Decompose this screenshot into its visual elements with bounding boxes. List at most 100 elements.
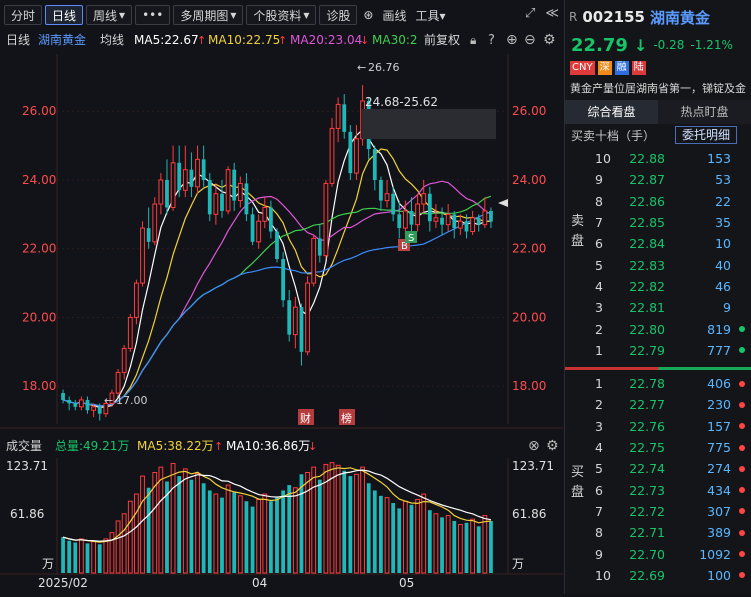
- weekly-label: 周线: [93, 8, 118, 23]
- subtab-order-detail[interactable]: 委托明细: [675, 126, 738, 144]
- book-row[interactable]: 2 22.77 230: [565, 394, 751, 415]
- chevron-down-icon: ▾: [119, 8, 126, 22]
- candle-up: [121, 347, 127, 373]
- chevron-down-icon: ▾: [439, 8, 446, 23]
- weekly-button[interactable]: 周线 ▾: [86, 5, 133, 25]
- book-row[interactable]: 9 22.87 53: [565, 169, 751, 190]
- expand-icon[interactable]: ⤢: [524, 6, 536, 21]
- book-row[interactable]: 8 22.86 22: [565, 191, 751, 212]
- shenzhen-badge: 深: [597, 61, 612, 75]
- volume-bar-down: [244, 501, 249, 573]
- volume-bar-up: [421, 493, 427, 574]
- sell-signal-label: S: [408, 233, 414, 244]
- y-tick-label-right: 26.00: [512, 104, 546, 118]
- toolbar-right-icons: ⤢ ≪: [525, 6, 559, 21]
- book-row[interactable]: 10 22.88 153: [565, 148, 751, 169]
- volume-bar-down: [476, 526, 481, 573]
- help-icon[interactable]: ?: [488, 33, 495, 48]
- book-row[interactable]: 3 22.81 9: [565, 297, 751, 318]
- volume-bar-up: [445, 515, 451, 574]
- candles: [61, 85, 493, 421]
- intraday-button[interactable]: 分时: [4, 5, 43, 25]
- adjust-mode-label[interactable]: 前复权: [424, 32, 460, 47]
- volume-bar-down: [177, 476, 182, 573]
- remove-icon[interactable]: ⊖: [524, 32, 536, 48]
- subtab-ten-levels[interactable]: 买卖十档（手）: [571, 128, 656, 143]
- volume-bar-down: [452, 520, 457, 573]
- collapse-icon[interactable]: ≪: [545, 6, 559, 21]
- tab-hotspot[interactable]: 热点盯盘: [680, 105, 729, 119]
- sell-signal-marker[interactable]: [405, 231, 417, 243]
- book-price: 22.87: [629, 172, 665, 188]
- more-periods-button[interactable]: •••: [135, 5, 171, 25]
- book-row[interactable]: 9 22.70 1092: [565, 543, 751, 564]
- candle-up: [195, 158, 200, 188]
- book-volume: 53: [715, 172, 731, 188]
- earnings-event-marker[interactable]: [298, 409, 314, 425]
- book-row[interactable]: 5 22.74 274: [565, 458, 751, 479]
- book-row[interactable]: 8 22.71 389: [565, 522, 751, 543]
- stock-name[interactable]: 湖南黄金: [649, 8, 710, 27]
- candle-down: [281, 259, 286, 301]
- ma20-down-icon: ↓: [360, 34, 369, 47]
- volume-bar-up: [91, 541, 97, 574]
- book-row[interactable]: 5 22.83 40: [565, 254, 751, 275]
- brain-icon[interactable]: ⊛: [363, 8, 374, 22]
- candle-down: [61, 393, 65, 400]
- candle-up: [470, 217, 476, 233]
- book-volume: 9: [723, 300, 731, 316]
- volume-bar-up: [433, 513, 439, 574]
- book-row[interactable]: 10 22.69 100: [565, 565, 751, 586]
- volume-bar-down: [97, 544, 102, 573]
- book-row[interactable]: 6 22.84 10: [565, 233, 751, 254]
- volume-settings-icon[interactable]: ⚙: [546, 438, 559, 454]
- volume-bar-up: [256, 498, 262, 574]
- book-level: 9: [595, 546, 603, 562]
- book-row[interactable]: 6 22.73 434: [565, 479, 751, 500]
- diagnose-button[interactable]: 诊股: [319, 5, 358, 25]
- book-row[interactable]: 7 22.85 35: [565, 212, 751, 233]
- book-level: 4: [595, 440, 603, 456]
- book-row[interactable]: 1 22.79 777: [565, 340, 751, 361]
- book-row[interactable]: 7 22.72 307: [565, 501, 751, 522]
- book-row[interactable]: 4 22.82 46: [565, 276, 751, 297]
- candle-up: [262, 206, 268, 222]
- book-price: 22.75: [629, 440, 665, 456]
- moving-averages: [62, 128, 492, 409]
- book-price: 22.76: [629, 418, 665, 434]
- add-icon[interactable]: ⊕: [506, 32, 518, 48]
- candle-down: [220, 193, 224, 211]
- candle-up: [433, 217, 439, 222]
- volume-bar-up: [109, 532, 115, 574]
- volume-bar-down: [464, 522, 469, 573]
- volume-bar-down: [427, 510, 432, 573]
- rank-event-marker[interactable]: [339, 409, 355, 425]
- volume-bar-up: [103, 538, 109, 574]
- settings-icon[interactable]: ⚙: [543, 32, 556, 48]
- book-dot-icon: [739, 529, 745, 536]
- book-row[interactable]: 2 22.80 819: [565, 318, 751, 339]
- volume-bar-up: [262, 493, 268, 574]
- volume-close-icon[interactable]: ⊗: [528, 438, 540, 454]
- kline-chart[interactable]: 日线 湖南黄金 均线 MA5:22.67 ↑ MA10:22.75 ↑ MA20…: [0, 30, 563, 594]
- book-row[interactable]: 3 22.76 157: [565, 416, 751, 437]
- draw-line-button[interactable]: 画线: [382, 8, 407, 23]
- candle-down: [409, 210, 414, 225]
- daily-button[interactable]: 日线: [45, 5, 84, 25]
- multi-period-button[interactable]: 多周期图 ▾: [173, 5, 244, 25]
- lock-icon[interactable]: 🔒︎: [470, 33, 476, 47]
- tools-button[interactable]: 工具▾: [413, 7, 449, 24]
- volume-bar-up: [384, 497, 390, 574]
- volume-bar-down: [391, 503, 396, 573]
- vol-unit-left: 万: [42, 557, 54, 571]
- book-row[interactable]: 1 22.78 406: [565, 373, 751, 394]
- candle-up: [109, 392, 115, 404]
- book-level: 7: [595, 215, 603, 231]
- stock-info-button[interactable]: 个股资料 ▾: [246, 5, 317, 25]
- book-volume: 1092: [699, 546, 731, 562]
- book-row[interactable]: 4 22.75 775: [565, 437, 751, 458]
- book-price: 22.70: [629, 546, 665, 562]
- candle-up: [329, 127, 335, 184]
- volume-bar-down: [67, 540, 72, 573]
- tab-overview[interactable]: 综合看盘: [565, 100, 658, 124]
